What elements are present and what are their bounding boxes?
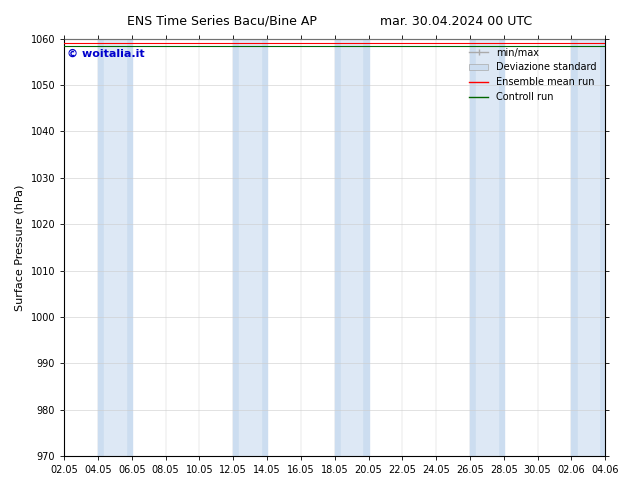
Bar	[476, 39, 498, 456]
Bar	[341, 39, 363, 456]
Text: mar. 30.04.2024 00 UTC: mar. 30.04.2024 00 UTC	[380, 15, 533, 28]
Bar	[335, 39, 368, 456]
Bar	[104, 39, 126, 456]
Bar	[233, 39, 267, 456]
Bar	[571, 39, 605, 456]
Legend: min/max, Deviazione standard, Ensemble mean run, Controll run: min/max, Deviazione standard, Ensemble m…	[465, 44, 600, 106]
Bar	[578, 39, 599, 456]
Bar	[98, 39, 132, 456]
Text: ENS Time Series Bacu/Bine AP: ENS Time Series Bacu/Bine AP	[127, 15, 317, 28]
Text: © woitalia.it: © woitalia.it	[67, 49, 145, 59]
Bar	[470, 39, 504, 456]
Y-axis label: Surface Pressure (hPa): Surface Pressure (hPa)	[15, 184, 25, 311]
Bar	[240, 39, 261, 456]
